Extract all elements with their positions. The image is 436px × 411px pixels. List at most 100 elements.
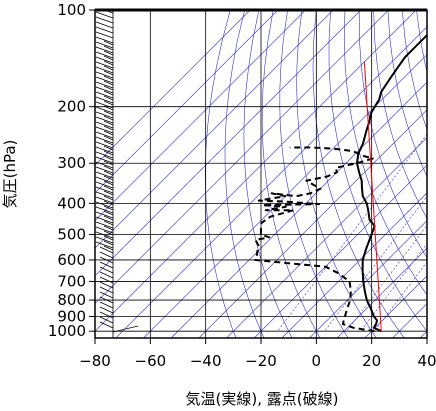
wind-barb: [95, 96, 114, 104]
wind-barb-feather: [103, 120, 114, 126]
wind-barb-feather: [103, 100, 114, 106]
wind-barb: [95, 201, 114, 209]
dry-adiabat-line: [358, 10, 427, 259]
wind-barb: [95, 106, 114, 114]
x-tick-label: −80: [79, 352, 111, 370]
wind-barb-feather: [103, 230, 114, 236]
wind-barb: [95, 211, 114, 219]
y-tick-label: 1000: [48, 322, 86, 340]
wind-barb: [95, 111, 114, 119]
wind-barb: [95, 101, 114, 109]
wind-barb: [95, 136, 114, 144]
x-tick-label: 0: [312, 352, 322, 370]
wind-barb-feather: [103, 45, 114, 51]
wind-barb: [95, 141, 114, 149]
wind-barb: [95, 241, 114, 249]
mixing-ratio-line: [346, 224, 427, 332]
wind-barb-feather: [103, 225, 114, 231]
wind-barb-feather: [103, 50, 114, 56]
isotherm-line: [95, 10, 417, 332]
wind-barb: [95, 66, 114, 74]
wind-barb-feather: [103, 140, 114, 146]
wind-barb: [95, 126, 114, 134]
isotherm-line: [95, 10, 306, 221]
wind-barb-feather: [103, 105, 114, 111]
x-tick-label: −60: [135, 352, 167, 370]
wind-barb-feather: [103, 80, 114, 86]
wind-barb-feather: [103, 160, 114, 166]
wind-barb: [95, 186, 114, 194]
wind-barb: [99, 251, 114, 259]
isotherm-line: [143, 54, 427, 338]
dry-adiabat-line: [261, 10, 321, 338]
wind-barb-feather: [103, 125, 114, 131]
wind-barb: [99, 246, 114, 254]
wind-barb: [103, 10, 114, 14]
x-axis-title: 気温(実線), 露点(破線): [186, 390, 339, 408]
wind-barb: [95, 151, 114, 159]
wind-barb: [95, 61, 114, 69]
dry-adiabat-line: [401, 10, 427, 131]
series-layer: [253, 33, 427, 333]
isotherm-line: [281, 192, 427, 338]
wind-barb: [99, 256, 114, 264]
wind-barb-feather: [103, 60, 114, 66]
temperature-line: [356, 33, 427, 333]
wind-barb-feather: [103, 200, 114, 206]
wind-barb: [99, 291, 114, 299]
wind-barb-feather: [103, 135, 114, 141]
wind-barb-feather: [103, 205, 114, 211]
wind-barb-feather: [103, 110, 114, 116]
wind-barb: [99, 286, 114, 294]
wind-barb-feather: [103, 245, 114, 251]
wind-barb: [95, 116, 114, 124]
dewpoint-line: [253, 146, 375, 333]
wind-barb: [99, 261, 114, 269]
wind-barb: [95, 86, 114, 94]
wind-barb-feather: [103, 240, 114, 246]
wind-barb: [95, 76, 114, 84]
y-tick-label: 500: [57, 226, 86, 244]
x-axis: −80 −60 −40 −20 0 20 40: [79, 338, 436, 370]
x-tick-label: 40: [417, 352, 436, 370]
isotherm-line: [95, 10, 362, 277]
wind-barb: [95, 221, 114, 229]
wind-barb-feather: [103, 170, 114, 176]
dry-adiabat-line: [243, 10, 293, 338]
y-tick-label: 100: [57, 1, 86, 19]
wind-barb: [95, 81, 114, 89]
wind-barb: [95, 191, 114, 199]
reference-line: [363, 61, 382, 332]
wind-barb-feather: [103, 155, 114, 161]
grid-lines: [95, 10, 427, 338]
wind-barb: [99, 271, 114, 279]
wind-barb-feather: [103, 65, 114, 71]
y-tick-label: 300: [57, 154, 86, 172]
dry-adiabat-line: [343, 10, 427, 296]
wind-barb: [95, 11, 114, 19]
wind-barb: [95, 51, 114, 59]
wind-barb-feather: [103, 55, 114, 61]
wind-barb: [95, 181, 114, 189]
dry-adiabat-line: [312, 10, 405, 338]
wind-barb: [99, 316, 114, 324]
wind-barb: [95, 166, 114, 174]
wind-barb: [99, 306, 114, 314]
y-tick-label: 700: [57, 272, 86, 290]
wind-barb-feather: [103, 220, 114, 226]
wind-barb-feather: [103, 175, 114, 181]
y-tick-label: 900: [57, 307, 86, 325]
wind-barb: [95, 196, 114, 204]
wind-barb: [95, 231, 114, 239]
wind-barbs: [95, 10, 139, 338]
isotherm-line: [95, 10, 251, 166]
wind-barb: [95, 156, 114, 164]
wind-barb: [99, 281, 114, 289]
wind-barb: [95, 226, 114, 234]
wind-barb: [99, 301, 114, 309]
dry-adiabat-line: [387, 10, 427, 178]
wind-barb-surface: [112, 325, 139, 333]
wind-barb-feather: [103, 145, 114, 151]
